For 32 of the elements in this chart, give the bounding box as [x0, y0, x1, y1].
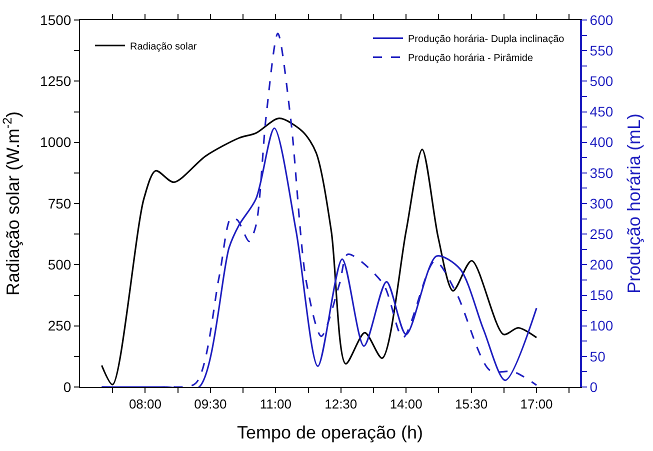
y-tick-label: 1500	[40, 12, 72, 28]
y2-tick-label: 150	[590, 287, 614, 304]
y-tick-label: 250	[48, 318, 72, 334]
y2-tick-label: 100	[590, 318, 614, 334]
x-tick-label: 08:00	[128, 396, 162, 412]
x-tick-label: 17:00	[520, 396, 553, 412]
y2-tick-label: 250	[590, 226, 614, 242]
x-tick-label: 12:30	[324, 396, 358, 412]
legend-label: Produção horária- Dupla inclinação	[408, 34, 565, 46]
y2-tick-label: 500	[590, 73, 614, 90]
y2-tick-label: 200	[590, 256, 614, 273]
y2-tick-label: 350	[590, 164, 614, 181]
y2-tick-label: 0	[590, 378, 598, 395]
y2-tick-label: 550	[590, 42, 614, 58]
y2-tick-label: 50	[590, 348, 606, 364]
x-tick-label: 15:30	[455, 396, 488, 412]
x-tick-label: 14:00	[390, 396, 422, 412]
y2-tick-label: 300	[590, 195, 614, 212]
y-tick-label: 750	[48, 195, 72, 212]
y-tick-label: 0	[63, 378, 72, 395]
y2-tick-label: 400	[590, 134, 614, 150]
y-tick-label: 500	[48, 256, 72, 273]
y-tick-label: 1250	[40, 73, 72, 90]
y2-axis-title: Produção horária (mL)	[624, 113, 644, 294]
x-axis-title: Tempo de operação (h)	[236, 422, 424, 443]
y2-tick-label: 450	[590, 104, 614, 120]
y2-tick-label: 600	[590, 12, 614, 28]
legend-label: Produção horária - Pirâmide	[408, 53, 534, 64]
x-tick-label: 09:30	[194, 396, 227, 412]
x-tick-label: 11:00	[260, 396, 292, 412]
legend-label: Radiação solar	[130, 41, 198, 52]
y-tick-label: 1000	[40, 134, 72, 150]
